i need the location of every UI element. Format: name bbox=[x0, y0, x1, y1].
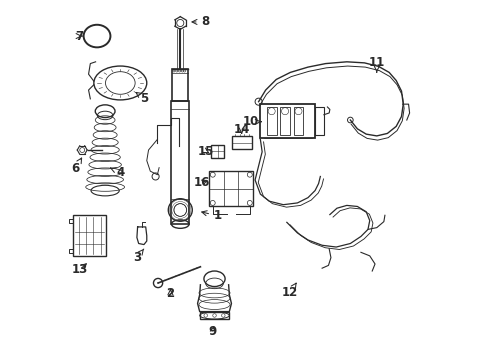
Text: 7: 7 bbox=[75, 30, 83, 42]
Text: 3: 3 bbox=[133, 249, 143, 264]
Bar bbox=[266, 107, 276, 135]
Bar bbox=[293, 107, 303, 135]
Bar bbox=[171, 100, 189, 224]
Bar bbox=[69, 219, 73, 223]
Bar bbox=[232, 136, 251, 149]
Text: 14: 14 bbox=[233, 123, 249, 136]
Text: 11: 11 bbox=[368, 57, 384, 72]
Text: 6: 6 bbox=[71, 158, 81, 175]
Text: 2: 2 bbox=[166, 287, 174, 300]
Text: 13: 13 bbox=[71, 264, 87, 276]
Text: 15: 15 bbox=[197, 145, 213, 158]
Text: 8: 8 bbox=[192, 15, 209, 28]
Text: 1: 1 bbox=[202, 210, 222, 222]
Text: 9: 9 bbox=[208, 325, 217, 338]
Bar bbox=[260, 104, 314, 138]
Text: 10: 10 bbox=[242, 115, 261, 128]
Bar bbox=[209, 171, 253, 206]
Bar bbox=[69, 249, 73, 253]
Bar bbox=[73, 215, 105, 256]
Bar bbox=[199, 312, 229, 319]
Text: 4: 4 bbox=[110, 166, 124, 179]
Bar bbox=[210, 145, 224, 158]
Text: 5: 5 bbox=[136, 92, 148, 105]
Text: 16: 16 bbox=[193, 176, 209, 189]
Bar bbox=[314, 107, 323, 135]
Bar bbox=[172, 69, 188, 100]
Bar bbox=[280, 107, 289, 135]
Text: 12: 12 bbox=[281, 283, 297, 300]
